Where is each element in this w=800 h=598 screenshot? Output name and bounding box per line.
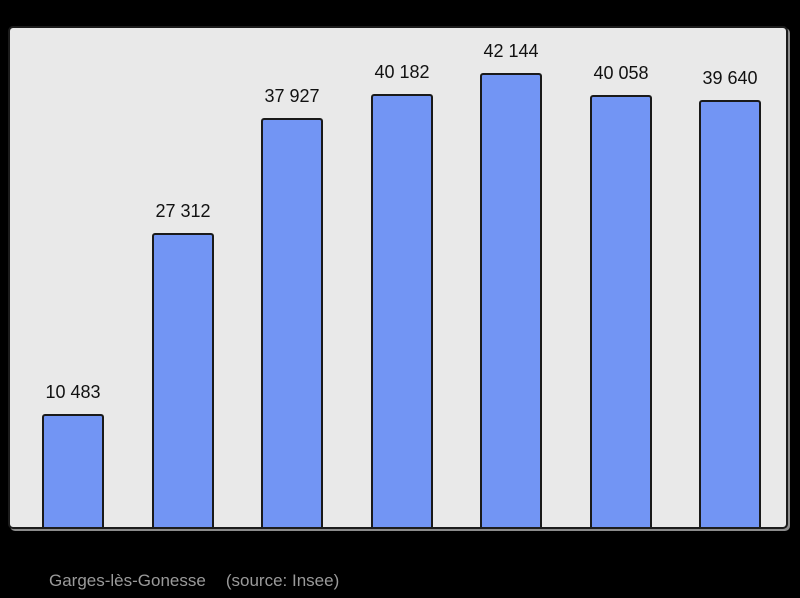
bar-value-label: 37 927 xyxy=(264,86,320,107)
bar xyxy=(699,100,761,527)
bar xyxy=(371,94,433,527)
caption-city: Garges-lès-Gonesse xyxy=(49,571,206,590)
bar xyxy=(152,233,214,527)
bar xyxy=(590,95,652,527)
bar-value-label: 10 483 xyxy=(45,382,101,403)
bar-value-label: 40 058 xyxy=(593,63,649,84)
bar-column: 40 058 xyxy=(590,55,652,527)
plot-area: 10 483 27 312 37 927 40 182 42 144 40 058 39 6… xyxy=(10,28,786,527)
chart-panel: 10 483 27 312 37 927 40 182 42 144 40 058 39 6… xyxy=(8,26,788,529)
bar-column: 37 927 xyxy=(261,78,323,527)
bar xyxy=(480,73,542,527)
bar-value-label: 39 640 xyxy=(702,68,758,89)
bar-column: 39 640 xyxy=(699,60,761,527)
chart-caption: Garges-lès-Gonesse (source: Insee) xyxy=(49,571,339,591)
bar-column: 27 312 xyxy=(152,193,214,527)
bar-value-label: 42 144 xyxy=(483,41,539,62)
bar-value-label: 27 312 xyxy=(155,201,211,222)
bar xyxy=(42,414,104,527)
bar-column: 10 483 xyxy=(42,374,104,527)
caption-source: (source: Insee) xyxy=(225,571,340,590)
bar-value-label: 40 182 xyxy=(374,62,430,83)
bar-column: 42 144 xyxy=(480,33,542,527)
bar xyxy=(261,118,323,527)
bar-column: 40 182 xyxy=(371,54,433,527)
